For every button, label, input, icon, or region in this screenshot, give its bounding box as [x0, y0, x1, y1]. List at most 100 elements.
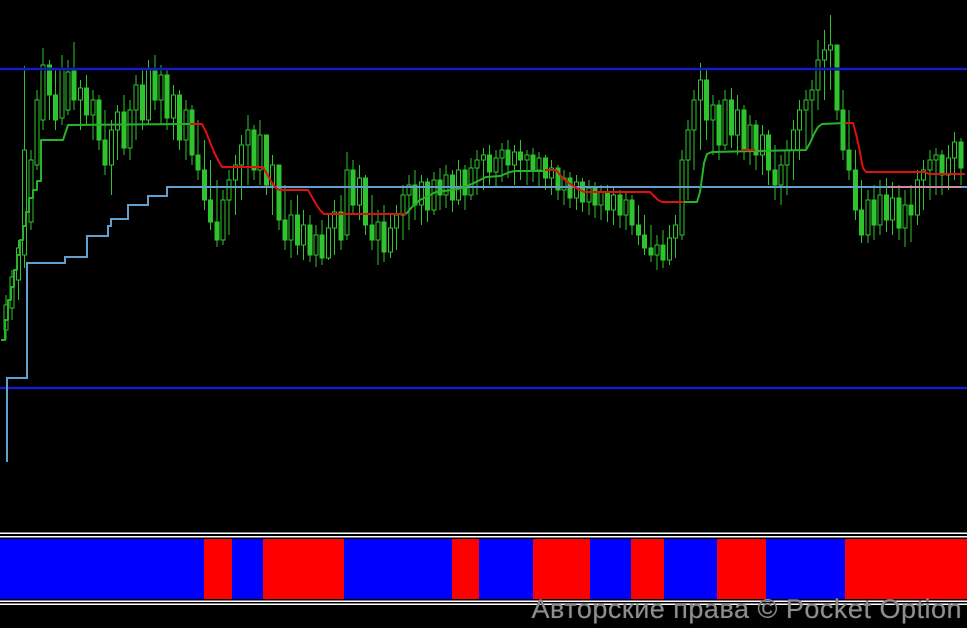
signal-segment-blue [344, 539, 452, 599]
candle-body [691, 99, 697, 131]
candle-body [834, 44, 840, 111]
candle-body [821, 49, 827, 61]
candle-body [158, 74, 164, 101]
panel-separator-line [0, 532, 967, 534]
candle-body [505, 149, 511, 166]
candle [456, 160, 462, 205]
candle [921, 160, 927, 210]
candle [511, 145, 517, 185]
candle-body [586, 187, 592, 203]
candle-body [468, 167, 474, 196]
candle-body [170, 94, 176, 119]
candle [34, 90, 40, 170]
candle-body [877, 194, 883, 226]
candle-body [276, 164, 282, 221]
candle [53, 70, 59, 130]
candle [307, 215, 313, 262]
candle [648, 225, 654, 262]
candle-body [611, 194, 617, 211]
candle [772, 145, 778, 200]
candle [518, 140, 524, 180]
candle [549, 160, 555, 195]
signal-segment-red [845, 539, 967, 599]
candle [338, 195, 344, 250]
candle-body [245, 129, 251, 146]
candle [201, 140, 207, 210]
candle-body [208, 199, 214, 223]
candle-body [945, 157, 951, 176]
candle-body [536, 157, 542, 171]
candle [958, 138, 964, 185]
candle [691, 90, 697, 170]
candle-body [914, 179, 920, 216]
candle-body [939, 154, 945, 176]
candle-body [865, 199, 871, 236]
candle-body [753, 124, 759, 156]
candle [257, 120, 263, 185]
signal-segment-blue [590, 539, 631, 599]
candle-body [301, 224, 307, 246]
candle [276, 164, 282, 230]
candle [716, 100, 722, 160]
candle [319, 220, 325, 265]
candle [673, 215, 679, 258]
candle-body [759, 134, 765, 156]
green-trail-line [1, 123, 191, 341]
candle [115, 105, 121, 160]
candle [902, 190, 908, 247]
candle [753, 120, 759, 170]
candle [375, 210, 381, 265]
candle-body [859, 209, 865, 236]
candle [896, 185, 902, 240]
candle [778, 155, 784, 205]
candle-body [747, 124, 753, 151]
candle-body [921, 169, 927, 181]
candle-body [164, 74, 170, 119]
candle [914, 170, 920, 225]
candle [666, 225, 672, 265]
candle [728, 88, 734, 148]
signal-segment-red [533, 539, 590, 599]
candle-body [772, 169, 778, 186]
candle [846, 110, 852, 180]
candle-body [679, 159, 685, 236]
candle-body [288, 214, 294, 241]
candle-body [251, 129, 257, 171]
candle [493, 150, 499, 188]
candle [214, 180, 220, 247]
candle [332, 200, 338, 255]
candle-body [803, 99, 809, 111]
candle-body [697, 79, 703, 101]
candle [164, 70, 170, 130]
candle [877, 180, 883, 235]
green-trail-line [405, 170, 545, 215]
candle-body [71, 69, 77, 101]
candle [177, 90, 183, 150]
candle [704, 70, 710, 140]
candle-body [518, 151, 524, 161]
candle [325, 215, 331, 260]
candle-body [319, 234, 325, 259]
candle-body [108, 129, 114, 166]
candle-body [716, 104, 722, 146]
candle-body [902, 204, 908, 229]
candle-body [313, 234, 319, 256]
candle [722, 90, 728, 150]
candle-body [896, 197, 902, 229]
candle-body [784, 149, 790, 166]
candle [821, 30, 827, 100]
candle [809, 80, 815, 140]
candle-body [406, 184, 412, 196]
candle [480, 148, 486, 190]
candle-body [394, 214, 400, 229]
candle-body [431, 179, 437, 211]
candle-body [387, 227, 393, 253]
candle [654, 235, 660, 270]
candle-body [735, 109, 741, 136]
candle-body [741, 109, 747, 151]
signal-segment-red [452, 539, 479, 599]
candle [834, 44, 840, 120]
candle [344, 152, 350, 240]
